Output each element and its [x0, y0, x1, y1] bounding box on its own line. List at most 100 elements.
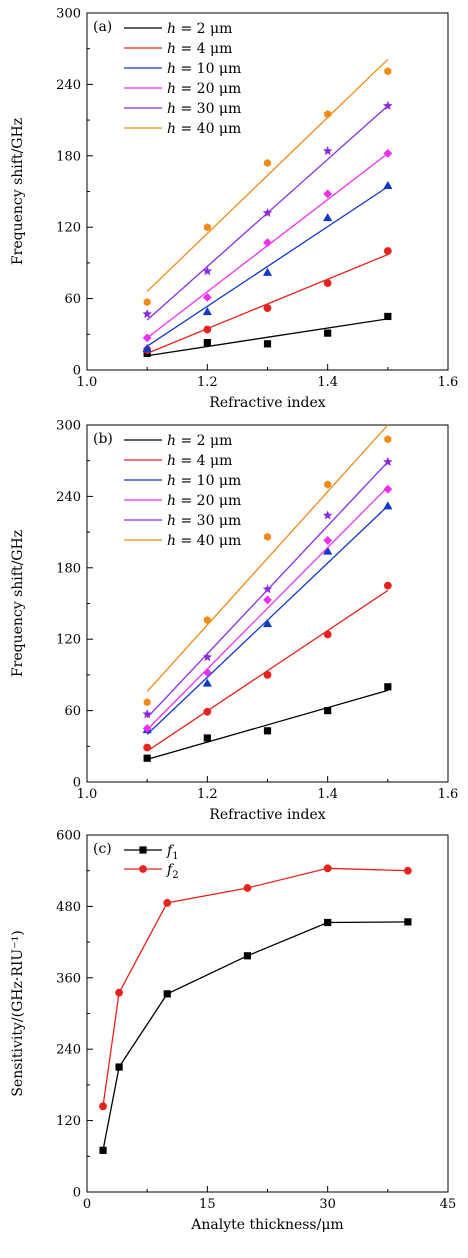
y-tick-label: 600	[56, 829, 81, 844]
data-point	[323, 536, 333, 545]
panel-label: (c)	[93, 841, 112, 857]
data-point	[263, 671, 272, 679]
y-tick-label: 240	[56, 1043, 81, 1058]
legend-eq: = 30 μm	[176, 101, 241, 117]
fit-line	[146, 253, 389, 354]
data-point	[202, 652, 213, 662]
data-point	[383, 247, 392, 255]
x-tick-label: 15	[199, 1197, 216, 1212]
legend-eq: = 10 μm	[176, 61, 241, 77]
plot-frame	[86, 12, 449, 371]
series-3	[142, 484, 393, 733]
legend-marker	[139, 846, 147, 854]
data-point	[383, 100, 393, 110]
legend-entry: h = 30 μm	[167, 101, 241, 117]
chart-panel-0: 0 60 120 180 240 300 1.0 1.2 1.4 1.6 Refractive in…	[10, 7, 458, 412]
data-point	[323, 864, 332, 873]
x-axis-label: Refractive index	[209, 395, 325, 411]
legend-eq: = 40 μm	[176, 121, 241, 137]
data-point	[202, 307, 212, 316]
y-tick-label: 300	[56, 7, 81, 22]
series-0	[143, 312, 392, 357]
data-point	[262, 584, 273, 594]
data-point	[115, 988, 123, 997]
legend-var: h	[167, 61, 176, 77]
data-point	[384, 312, 392, 321]
series-4	[142, 100, 393, 321]
x-tick-label: 1.2	[197, 787, 218, 802]
x-tick-label: 0	[83, 1197, 91, 1212]
data-point	[202, 266, 213, 276]
data-point	[324, 480, 332, 489]
data-point	[142, 309, 152, 319]
y-tick-label: 300	[56, 419, 81, 434]
fit-line	[146, 424, 389, 692]
series-0	[99, 918, 412, 1154]
x-tick-label: 1.6	[438, 787, 459, 802]
legend-entry: h = 20 μm	[167, 81, 241, 97]
y-axis-label: Sensitivity/(GHz·RIU⁻¹)	[10, 930, 26, 1096]
data-point	[322, 510, 333, 520]
data-point	[383, 484, 393, 494]
data-point	[203, 339, 211, 347]
data-point	[384, 67, 392, 76]
x-tick-label: 1.0	[77, 375, 98, 390]
data-point	[263, 595, 272, 605]
x-axis-label: Analyte thickness/μm	[190, 1217, 343, 1233]
y-tick-label: 60	[64, 704, 81, 719]
legend-var: f	[166, 862, 175, 878]
legend-var: h	[167, 433, 176, 449]
data-point	[384, 683, 392, 691]
legend-entry: h = 40 μm	[167, 121, 241, 137]
panel-label: (b)	[93, 431, 113, 447]
data-point	[203, 734, 211, 742]
legend-entry: h = 10 μm	[167, 473, 241, 489]
data-point	[203, 325, 212, 334]
y-tick-label: 480	[56, 900, 81, 915]
y-tick-label: 120	[56, 1114, 81, 1129]
legend-marker	[139, 865, 147, 873]
legend-eq: = 2 μm	[176, 21, 232, 37]
chart-panel-2: 0 120 240 360 480 600 0 15 30 45 Analyte thickness…	[10, 829, 456, 1234]
legend-var: h	[167, 21, 176, 37]
y-tick-label: 120	[56, 633, 81, 648]
x-tick-label: 1.4	[317, 787, 338, 802]
legend: h = 2 μmh = 4 μmh = 10 μmh = 20 μmh = 30…	[124, 21, 241, 137]
data-point	[99, 1102, 107, 1111]
legend-sub: 1	[172, 851, 178, 862]
data-point	[142, 343, 152, 353]
series-line	[102, 921, 408, 1151]
y-tick-label: 180	[56, 561, 81, 576]
data-point	[163, 990, 171, 998]
data-point	[383, 581, 392, 590]
data-point	[262, 207, 273, 217]
y-tick-label: 0	[73, 364, 81, 379]
y-tick-label: 0	[73, 1186, 81, 1201]
data-point	[264, 158, 271, 167]
fit-line	[146, 58, 389, 292]
data-point	[264, 532, 271, 541]
fit-line	[147, 318, 388, 357]
series-1	[99, 864, 412, 1111]
data-point	[142, 333, 152, 343]
legend-var: h	[167, 101, 176, 117]
data-point	[243, 952, 252, 960]
data-point	[322, 146, 333, 156]
legend-eq: = 4 μm	[176, 41, 232, 57]
data-point	[403, 866, 412, 875]
data-point	[202, 293, 212, 302]
series-0	[143, 683, 392, 762]
data-point	[263, 340, 272, 348]
x-tick-label: 45	[440, 1197, 457, 1212]
data-point	[324, 918, 332, 927]
legend-entry: h = 4 μm	[167, 41, 232, 57]
data-point	[324, 707, 332, 715]
legend-entry: h = 2 μm	[167, 21, 232, 37]
data-point	[203, 616, 211, 625]
chart-panel-1: 0 60 120 180 240 300 1.0 1.2 1.4 1.6 Refractive in…	[10, 419, 458, 824]
legend-entry: h = 30 μm	[167, 513, 241, 529]
legend-entry: h = 40 μm	[167, 533, 241, 549]
legend-var: h	[167, 513, 176, 529]
